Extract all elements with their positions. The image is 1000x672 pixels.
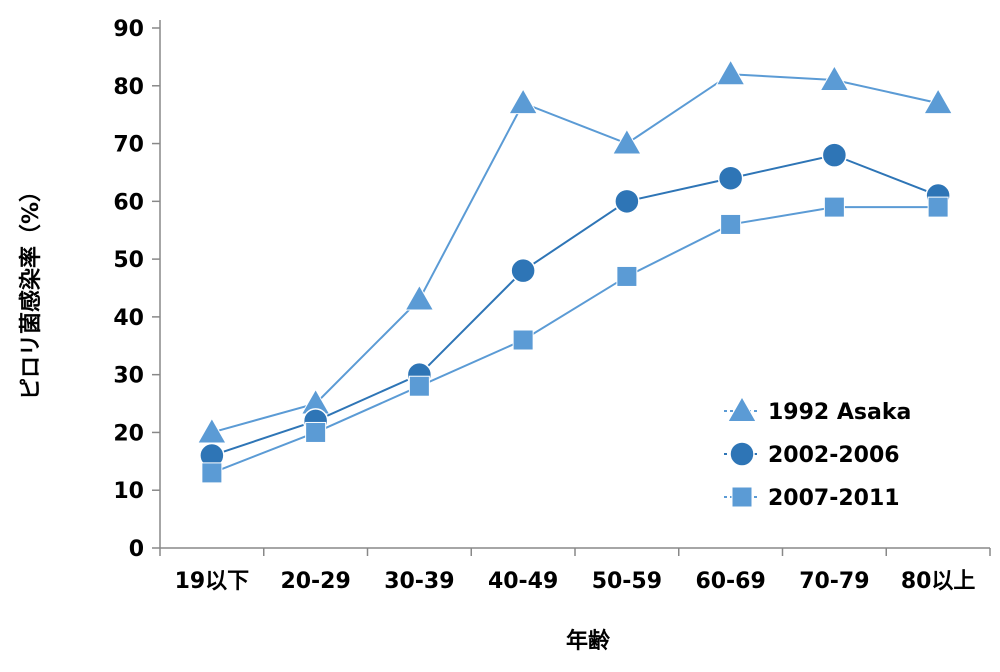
- series-line: [211, 73, 939, 434]
- data-point: [823, 196, 845, 218]
- x-axis-title: 年齢: [566, 628, 611, 654]
- data-point: [819, 64, 850, 91]
- data-point: [715, 59, 746, 86]
- legend-item: 2007-2011: [724, 486, 900, 511]
- y-tick-label: 40: [113, 306, 144, 331]
- data-point: [512, 329, 534, 351]
- data-point: [720, 213, 742, 235]
- y-axis-title: ピロリ菌感染率（%）: [18, 180, 44, 400]
- x-tick-label: 30-39: [384, 569, 454, 594]
- data-point: [923, 88, 953, 115]
- legend-marker: [729, 441, 755, 467]
- data-point: [404, 284, 435, 311]
- data-point: [612, 128, 642, 155]
- data-point: [305, 421, 327, 443]
- y-tick-label: 0: [129, 537, 144, 562]
- legend-item: 1992 Asaka: [724, 395, 911, 425]
- y-tick-label: 50: [113, 248, 144, 273]
- series-line: [211, 206, 939, 474]
- x-tick-label: 60-69: [695, 569, 765, 594]
- legend-label: 2002-2006: [768, 443, 900, 468]
- y-tick-label: 70: [113, 133, 144, 158]
- data-point: [616, 265, 638, 287]
- data-point: [408, 375, 430, 397]
- data-point: [614, 188, 640, 215]
- data-point: [201, 462, 223, 484]
- y-tick-label: 30: [113, 364, 144, 389]
- y-tick-label: 60: [113, 190, 144, 215]
- data-point: [821, 142, 848, 168]
- y-tick-label: 80: [113, 75, 144, 100]
- x-tick-label: 20-29: [280, 569, 350, 594]
- legend-label: 2007-2011: [768, 486, 900, 511]
- x-tick-label: 50-59: [592, 569, 662, 594]
- y-tick-label: 20: [113, 421, 144, 446]
- x-tick-label: 70-79: [799, 569, 869, 594]
- data-point: [717, 165, 744, 191]
- y-tick-label: 90: [113, 17, 144, 42]
- data-point: [508, 88, 538, 115]
- series-3: [201, 196, 949, 484]
- x-axis: 19以下 20-29 30-39 40-49 50-59 60-69 70-79 80以上: [159, 547, 991, 594]
- series-layer: [197, 59, 953, 484]
- legend-label: 1992 Asaka: [768, 400, 911, 425]
- x-tick-label: 40-49: [488, 569, 558, 594]
- series-1: [197, 59, 953, 444]
- x-tick-label: 80以上: [901, 569, 976, 594]
- y-tick-label: 10: [113, 479, 144, 504]
- data-point: [510, 257, 536, 284]
- legend-marker: [731, 486, 753, 508]
- y-axis: 0 10 20 30 40 50 60 70 80 90: [113, 17, 161, 562]
- x-tick-label: 19以下: [175, 569, 250, 594]
- series-line: [211, 154, 939, 457]
- data-point: [927, 196, 949, 218]
- legend: 1992 Asaka 2002-2006 2007-2011: [724, 395, 911, 511]
- legend-marker: [727, 395, 757, 422]
- legend-item: 2002-2006: [724, 441, 900, 468]
